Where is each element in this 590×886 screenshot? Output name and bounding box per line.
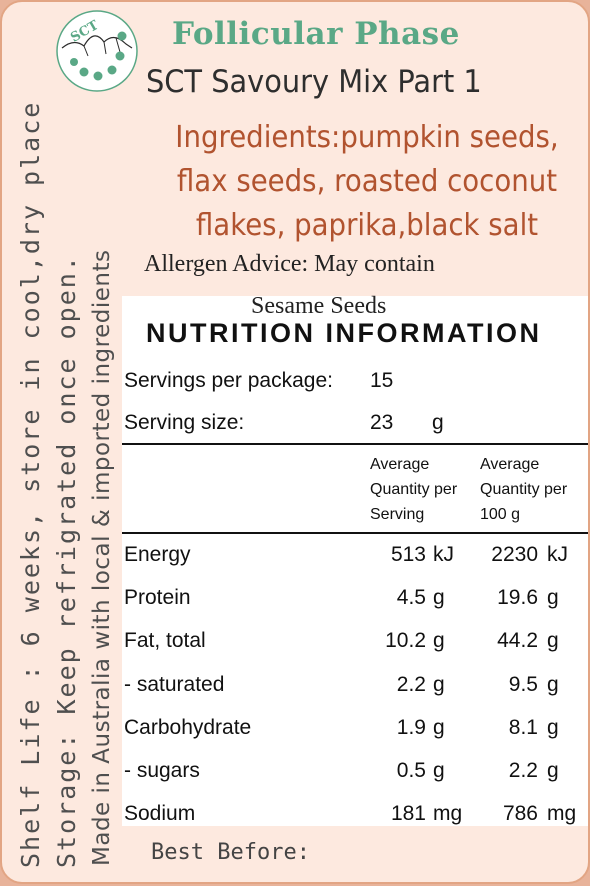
per-100g-unit: g	[547, 673, 559, 696]
ingredients-line: Ingredients:pumpkin seeds,	[175, 120, 559, 155]
per-serving-value: 1.9	[396, 716, 426, 739]
per-100g-value: 786	[502, 802, 538, 825]
ingredients-line: flakes, paprika,black salt	[195, 208, 539, 243]
servings-label: Servings per package:	[124, 369, 333, 392]
ingredients-line: flax seeds, roasted coconut	[176, 164, 558, 199]
per-serving-value: 4.5	[396, 586, 426, 609]
allergen-advice: Allergen Advice: May contain	[144, 251, 435, 277]
header-line: Average	[480, 456, 540, 473]
per-100g-value: 2230	[491, 543, 538, 566]
per-serving-value: 2.2	[396, 673, 426, 696]
per-serving-unit: g	[433, 673, 445, 696]
col2-header: Average Quantity per 100 g	[480, 452, 567, 527]
allergen-sesame: Sesame Seeds	[251, 293, 387, 319]
brand-logo: SCT	[56, 10, 138, 92]
per-100g-unit: mg	[547, 802, 577, 825]
serving-size-unit: g	[432, 411, 444, 434]
header-line: 100 g	[480, 506, 521, 523]
per-100g-value: 2.2	[508, 759, 538, 782]
per-100g-unit: g	[547, 629, 559, 652]
per-serving-unit: g	[433, 759, 445, 782]
servings-value: 15	[370, 369, 394, 392]
shelf-life-text: Shelf Life : 6 weeks, store in cool,dry …	[16, 100, 45, 868]
nutrition-heading: NUTRITION INFORMATION	[146, 318, 542, 348]
per-100g-unit: g	[547, 759, 559, 782]
product-title: Follicular Phase	[172, 16, 460, 52]
nutrient-name: Fat, total	[124, 629, 206, 652]
header-line: Serving	[370, 506, 425, 523]
per-100g-unit: g	[547, 716, 559, 739]
per-100g-unit: kJ	[547, 543, 568, 566]
nutrient-name: Sodium	[124, 802, 196, 825]
per-serving-value: 10.2	[385, 629, 426, 652]
product-subtitle: SCT Savoury Mix Part 1	[146, 64, 482, 100]
per-serving-unit: g	[433, 586, 445, 609]
per-100g-unit: g	[547, 586, 559, 609]
per-100g-value: 8.1	[508, 716, 538, 739]
per-100g-value: 19.6	[497, 586, 538, 609]
col1-header: Average Quantity per Serving	[370, 452, 457, 527]
header-line: Quantity per	[370, 481, 458, 498]
per-serving-value: 0.5	[396, 759, 426, 782]
per-100g-value: 44.2	[497, 629, 538, 652]
serving-size-value: 23	[370, 411, 394, 434]
per-100g-value: 9.5	[508, 673, 538, 696]
per-serving-unit: kJ	[433, 543, 454, 566]
ingredients-text: Ingredients:pumpkin seeds, flax seeds, r…	[165, 116, 570, 248]
nutrient-name: Energy	[124, 543, 191, 566]
nutrient-name: Protein	[124, 586, 191, 609]
per-serving-value: 181	[390, 802, 426, 825]
storage-text: Storage: Keep refrigrated once open.	[52, 254, 81, 868]
divider	[122, 532, 588, 534]
header-line: Average	[370, 456, 430, 473]
per-serving-unit: g	[433, 629, 445, 652]
serving-size-label: Serving size:	[124, 411, 245, 434]
per-serving-value: 513	[390, 543, 426, 566]
best-before-label: Best Before:	[151, 840, 310, 865]
header-line: Quantity per	[480, 481, 568, 498]
divider	[122, 443, 588, 445]
nutrient-name: - sugars	[124, 759, 200, 782]
per-serving-unit: g	[433, 716, 445, 739]
per-serving-unit: mg	[433, 802, 463, 825]
origin-text: Made in Australia with local & imported …	[89, 249, 115, 866]
nutrient-name: - saturated	[124, 673, 225, 696]
nutrition-panel	[122, 296, 588, 826]
nutrient-name: Carbohydrate	[124, 716, 252, 739]
